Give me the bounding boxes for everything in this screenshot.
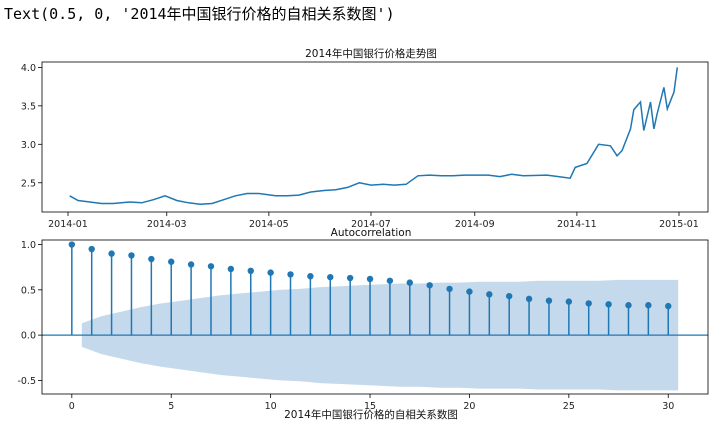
acf-chart-title: Autocorrelation	[331, 227, 412, 239]
acf-y-tick-label: 1.0	[21, 240, 36, 251]
acf-y-tick-label: 0.5	[21, 285, 36, 296]
acf-point	[486, 291, 493, 298]
acf-y-tick-label: -0.5	[17, 376, 36, 387]
acf-x-tick-label: 0	[69, 401, 75, 412]
acf-point	[267, 269, 274, 276]
price-x-tick-label: 2014-03	[147, 219, 187, 230]
acf-point	[505, 292, 513, 300]
acf-x-axis-label: 2014年中国银行价格的自相关系数图	[284, 408, 458, 421]
acf-chart-frame	[41, 239, 709, 395]
acf-stems	[68, 241, 672, 336]
acf-point	[665, 302, 672, 310]
acf-point	[307, 273, 314, 280]
price-chart-title: 2014年中国银行价格走势图	[305, 47, 437, 60]
acf-x-tick-label: 25	[563, 401, 575, 412]
acf-point	[346, 274, 354, 282]
acf-point	[247, 267, 254, 274]
acf-point	[386, 277, 394, 284]
acf-point	[645, 302, 652, 309]
acf-point	[227, 265, 235, 273]
price-chart-x-ticks: 2014-01 2014-03 2014-05 2014-07 2014-09 2014-…	[48, 212, 699, 230]
acf-point	[148, 255, 155, 263]
acf-point	[426, 282, 433, 289]
acf-point	[545, 297, 553, 304]
acf-point	[625, 302, 632, 309]
acf-point	[406, 279, 413, 286]
price-y-tick-label: 3.0	[21, 140, 36, 151]
price-trend-chart: 2014年中国银行价格走势图 2014-01 2014-03 2014-05 2014…	[21, 47, 709, 230]
acf-x-tick-label: 15	[364, 401, 376, 412]
acf-x-tick-label: 5	[168, 401, 174, 412]
acf-point	[287, 271, 294, 278]
acf-chart: Autocorrelation 0 5 10 15 20 25 30 -0.5 0.0 0.5 1…	[17, 227, 709, 421]
cell-output-text: Text(0.5, 0, '2014年中国银行价格的自相关系数图')	[4, 5, 395, 23]
price-x-tick-label: 2014-09	[455, 219, 495, 230]
price-y-tick-label: 4.0	[21, 63, 36, 74]
price-y-tick-label: 3.5	[21, 101, 36, 112]
price-x-tick-label: 2014-01	[48, 219, 88, 230]
price-x-tick-label: 2015-01	[659, 219, 699, 230]
price-x-tick-label: 2014-05	[249, 219, 289, 230]
acf-point	[366, 275, 374, 283]
price-series-line	[69, 67, 679, 206]
price-x-tick-label: 2014-07	[351, 219, 391, 230]
acf-y-tick-label: 0.0	[21, 331, 36, 342]
acf-point	[207, 263, 215, 270]
acf-point	[446, 285, 453, 293]
acf-point	[466, 288, 473, 295]
price-x-tick-label: 2014-11	[557, 219, 597, 230]
acf-point	[187, 261, 195, 268]
acf-x-tick-label: 20	[463, 401, 475, 412]
acf-x-tick-label: 30	[662, 401, 674, 412]
acf-chart-x-ticks: 0 5 10 15 20 25 30	[69, 394, 674, 412]
acf-point	[327, 273, 334, 281]
acf-point	[565, 298, 573, 305]
acf-point	[128, 252, 135, 259]
acf-point	[168, 258, 175, 265]
acf-x-tick-label: 10	[265, 401, 277, 412]
acf-chart-y-ticks: -0.5 0.0 0.5 1.0	[17, 240, 42, 387]
acf-point	[525, 295, 533, 303]
acf-point	[88, 245, 95, 253]
price-chart-frame	[41, 61, 709, 213]
acf-point	[585, 300, 592, 307]
acf-point	[68, 241, 76, 248]
price-y-tick-label: 2.5	[21, 178, 36, 189]
price-chart-y-ticks: 2.5 3.0 3.5 4.0	[21, 63, 42, 189]
acf-point	[108, 250, 115, 257]
acf-point	[605, 301, 612, 308]
